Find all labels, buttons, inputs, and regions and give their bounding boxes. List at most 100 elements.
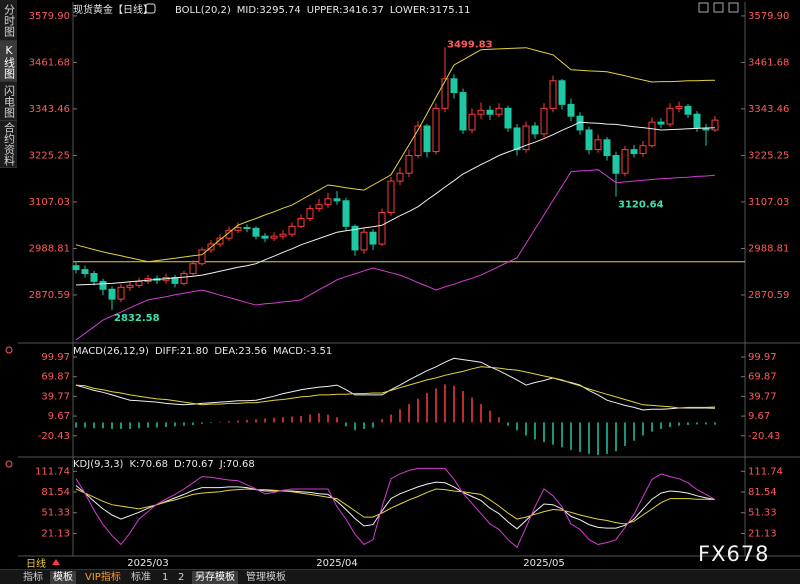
y-tick-label-right: -20.43	[748, 431, 780, 442]
x-tick-label: 2025/05	[523, 558, 565, 569]
candle-body	[603, 139, 611, 157]
candle-body	[711, 119, 719, 131]
tool-manage[interactable]: 管理模板	[246, 572, 286, 583]
panel-icon[interactable]	[5, 346, 13, 354]
candle-body	[351, 225, 359, 251]
indicator-line	[75, 366, 716, 409]
tool-indicator[interactable]: 指标	[23, 572, 43, 583]
candle-body	[531, 125, 539, 135]
candle-body	[423, 125, 431, 153]
y-tick-label: 3343.46	[29, 104, 70, 115]
window-icon[interactable]	[713, 2, 724, 13]
y-tick-label: 3579.90	[29, 11, 70, 22]
y-tick-label-right: 3461.68	[748, 57, 789, 68]
candle-body	[180, 273, 188, 284]
candle-body	[279, 233, 287, 237]
chart-title: 现货黄金【日线】	[73, 3, 153, 16]
tool-slot-2[interactable]: 2	[178, 572, 185, 583]
candle-body	[477, 109, 485, 115]
y-tick-label-right: 3225.25	[748, 150, 789, 161]
chart-title: MACD(26,12,9)	[73, 346, 149, 357]
indicator-line	[75, 357, 716, 411]
candle-body	[684, 105, 692, 115]
toolbar: 指标 模板 VIP指标 标准 1 2 另存模板 管理模板	[0, 569, 800, 584]
tool-save[interactable]: 另存模板	[192, 571, 238, 584]
watermark: FX678	[698, 542, 770, 566]
legend-entry: MACD:-3.51	[273, 346, 332, 357]
y-tick-label: 21.13	[41, 528, 70, 539]
period-arrow[interactable]	[52, 559, 60, 565]
candle-body	[261, 235, 269, 239]
tool-slot-1[interactable]: 1	[162, 572, 169, 583]
candle-body	[657, 121, 665, 125]
candle-body	[396, 172, 404, 182]
candle-body	[216, 237, 224, 245]
y-tick-label-right: 111.74	[748, 466, 783, 477]
period-label[interactable]: 日线	[26, 559, 46, 570]
panel-icon[interactable]	[5, 460, 13, 468]
y-tick-label-right: 21.13	[748, 528, 777, 539]
legend-entry: D:70.67	[174, 459, 214, 470]
candle-body	[315, 204, 323, 210]
tab-flash[interactable]: 闪电图	[0, 82, 17, 121]
legend-entry: DIFF:21.80	[155, 346, 208, 357]
low-annotation: 3120.64	[618, 200, 664, 211]
candle-body	[513, 127, 521, 151]
y-tick-label-right: 51.33	[748, 508, 777, 519]
tool-vip[interactable]: VIP指标	[85, 572, 121, 583]
chart-title: KDJ(9,3,3)	[73, 459, 124, 470]
candle-body	[117, 286, 125, 300]
tab-contract[interactable]: 合约资料	[0, 121, 17, 168]
settings-icon[interactable]	[145, 3, 156, 14]
legend-entry: K:70.68	[129, 459, 168, 470]
y-tick-label: 69.87	[41, 372, 70, 383]
legend-entry: LOWER:3175.11	[390, 5, 471, 16]
tab-timeshare[interactable]: 分时图	[0, 0, 17, 41]
candle-body	[522, 125, 530, 151]
y-tick-label: 81.54	[41, 487, 70, 498]
indicator-line	[75, 481, 716, 530]
candle-body	[72, 265, 80, 271]
candle-body	[486, 109, 494, 115]
candle-body	[405, 155, 413, 174]
candle-body	[459, 92, 467, 131]
indicator-name: BOLL(20,2)	[175, 5, 231, 16]
candle-body	[243, 227, 251, 230]
window-icon[interactable]	[698, 2, 709, 13]
y-tick-label: 9.67	[48, 411, 70, 422]
y-tick-label: 3461.68	[29, 57, 70, 68]
candle-body	[333, 198, 341, 202]
candle-body	[369, 231, 377, 245]
candle-body	[558, 80, 566, 105]
window-icon[interactable]	[728, 2, 739, 13]
candle-body	[135, 280, 143, 286]
y-tick-label-right: 69.87	[748, 372, 777, 383]
candle-body	[666, 107, 674, 125]
y-tick-label-right: 99.97	[748, 352, 777, 363]
y-tick-label: 3225.25	[29, 150, 70, 161]
candle-body	[225, 229, 233, 239]
candle-body	[441, 78, 449, 109]
indicator-line	[75, 121, 716, 286]
candle-body	[252, 227, 260, 237]
legend-entry: J:70.68	[219, 459, 255, 470]
candle-body	[189, 263, 197, 275]
candle-body	[495, 107, 503, 115]
tool-template[interactable]: 模板	[50, 571, 76, 584]
candle-body	[621, 149, 629, 174]
y-tick-label: 3107.03	[29, 197, 70, 208]
tab-kline[interactable]: K线图	[0, 41, 17, 82]
candle-body	[126, 284, 134, 288]
candle-body	[90, 273, 98, 282]
candle-body	[387, 180, 395, 214]
y-tick-label: 99.97	[41, 352, 70, 363]
candle-body	[414, 125, 422, 157]
y-tick-label-right: 39.77	[748, 391, 777, 402]
candle-body	[324, 198, 332, 206]
tool-standard[interactable]: 标准	[131, 572, 151, 583]
candle-body	[648, 121, 656, 147]
candle-body	[540, 107, 548, 135]
y-tick-label-right: 81.54	[748, 487, 777, 498]
